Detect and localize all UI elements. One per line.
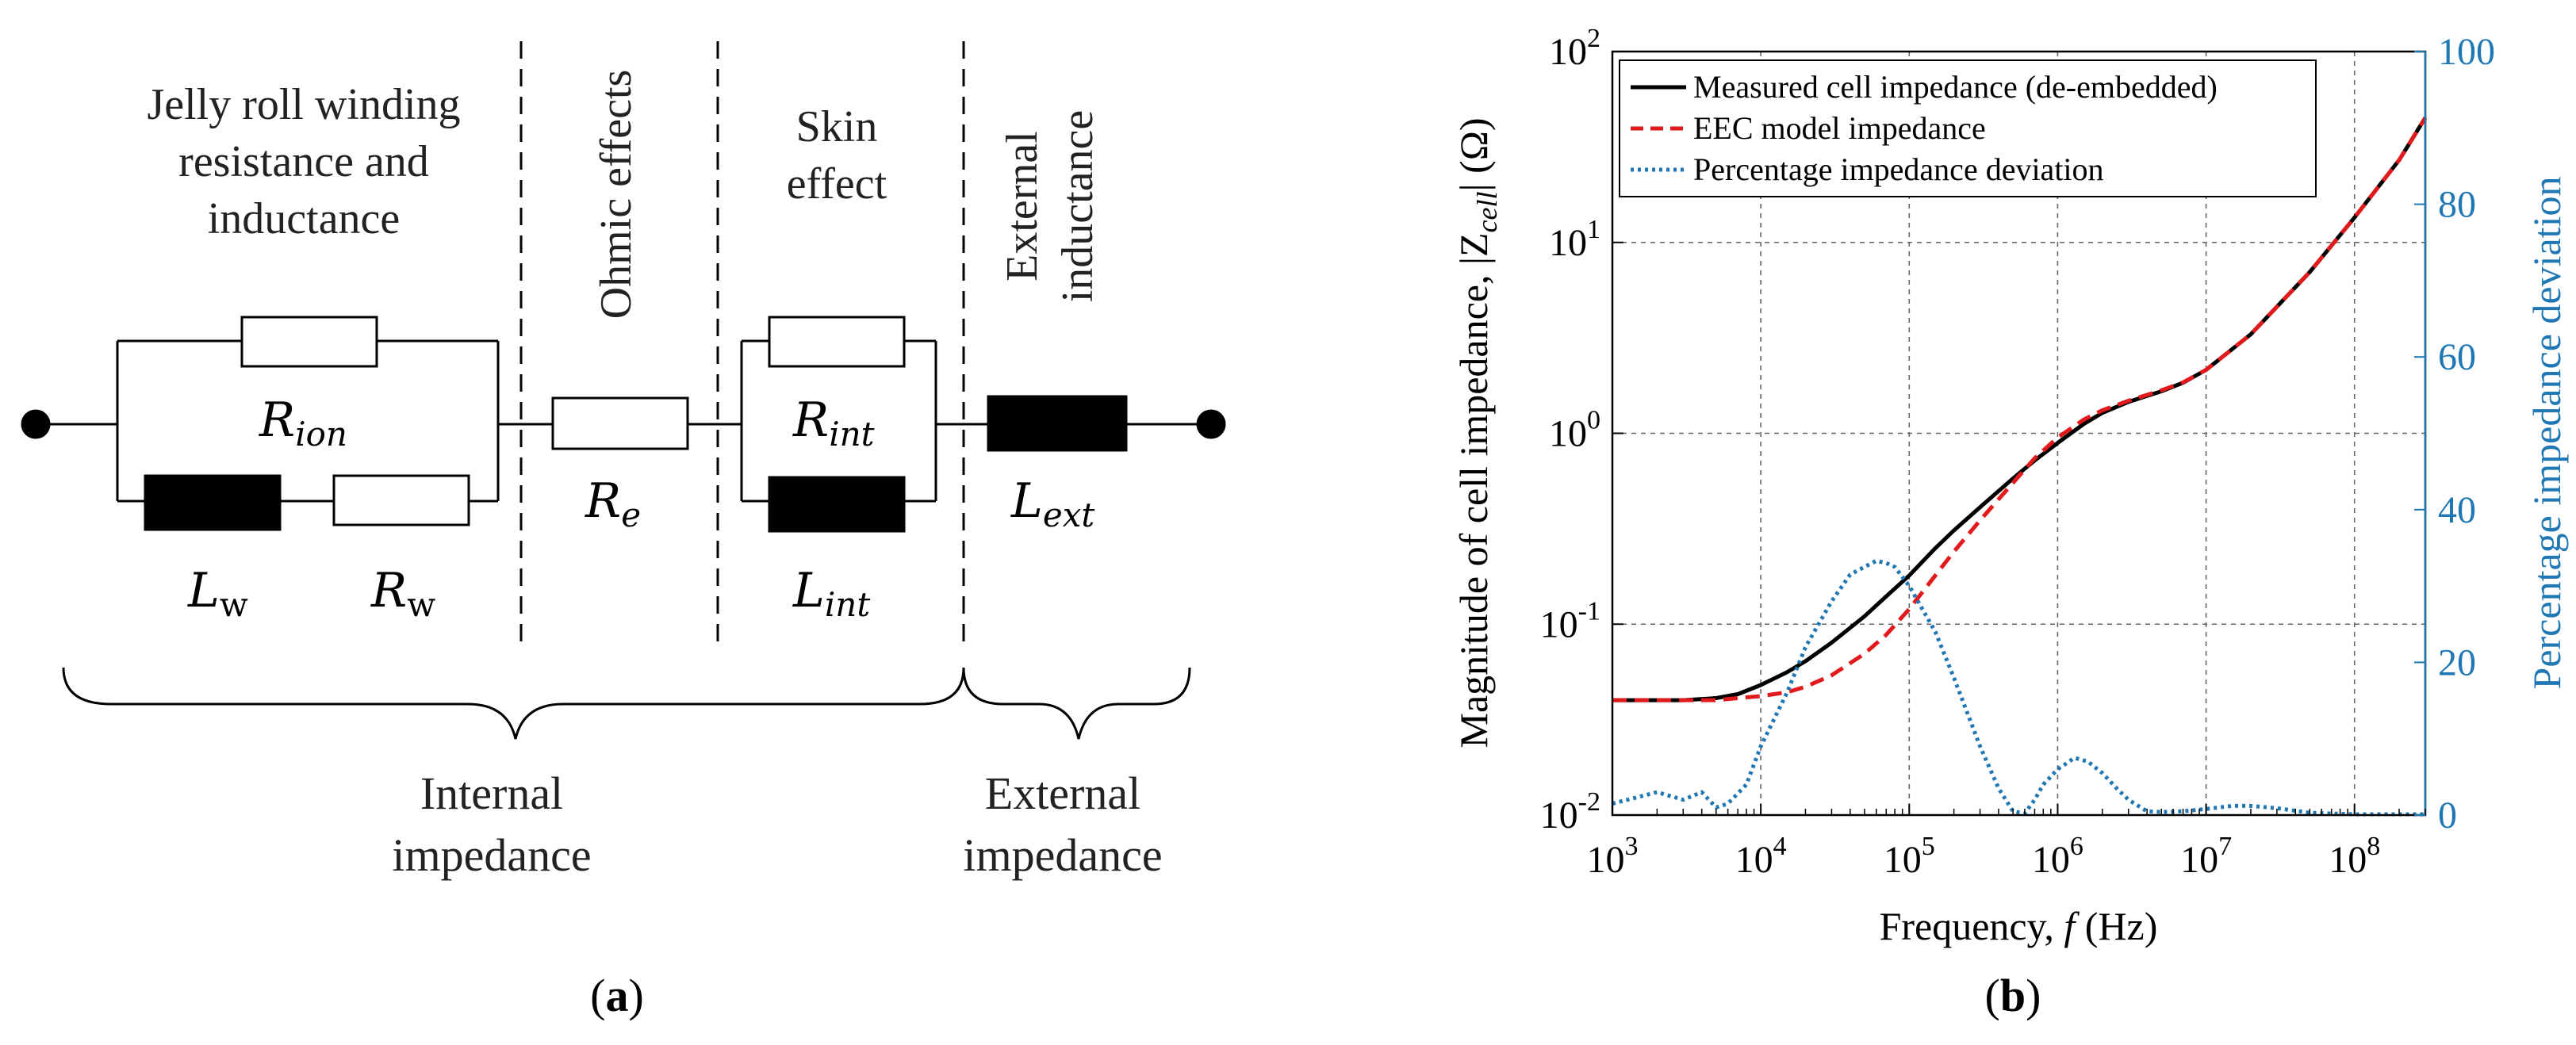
y2-tick-label: 100 — [2438, 31, 2495, 73]
y-tick-label: 100 — [1549, 406, 1600, 455]
legend-label-measured: Measured cell impedance (de-embedded) — [1693, 69, 2218, 105]
brace-labels: Internal impedance External impedance — [392, 767, 1162, 881]
x-tick-label: 103 — [1587, 832, 1639, 881]
r-w-label: Rw — [370, 563, 435, 624]
y2-tick-label: 60 — [2438, 336, 2476, 378]
external-inductance-label-line-2: inductance — [1053, 110, 1102, 303]
left-axis-title: Magnitude of cell impedance, |Zcell| (Ω) — [1451, 118, 1503, 748]
r-e-resistor — [551, 396, 689, 450]
section-labels: Jelly roll winding resistance and induct… — [147, 70, 1102, 320]
circuit-diagram — [21, 41, 1226, 740]
x-axis-title: Frequency, f (Hz) — [1880, 904, 2158, 948]
l-ext-label: Lext — [1010, 473, 1094, 534]
legend-label-model: EEC model impedance — [1693, 110, 1986, 146]
model-impedance-line — [1612, 117, 2428, 702]
component-labels: Rion Lw Rw Re Rint Lint Lext — [187, 392, 1094, 624]
external-impedance-label-line-2: impedance — [963, 829, 1162, 881]
legend-label-deviation: Percentage impedance deviation — [1693, 151, 2104, 187]
r-e-label: Re — [585, 473, 641, 534]
chart-legend: Measured cell impedance (de-embedded) EE… — [1619, 59, 2317, 197]
l-ext-inductor — [987, 395, 1128, 452]
y2-tick-label: 40 — [2438, 489, 2476, 531]
circuit-wires — [36, 339, 1211, 503]
x-tick-label: 106 — [2032, 832, 2083, 881]
panel-b-caption: (b) — [1985, 970, 2041, 1021]
external-impedance-brace — [962, 667, 1191, 740]
series-layer — [1612, 117, 2428, 817]
r-ion-resistor — [240, 316, 378, 368]
y-tick-label: 102 — [1549, 24, 1600, 73]
x-tick-label: 108 — [2329, 832, 2380, 881]
x-tick-label: 107 — [2180, 832, 2232, 881]
r-int-resistor — [768, 316, 906, 368]
r-w-resistor — [332, 474, 470, 526]
skin-effect-label-line-1: Skin — [796, 102, 878, 151]
external-inductance-label-line-1: External — [998, 131, 1047, 281]
jelly-roll-label-line-2: resistance and — [178, 137, 429, 186]
l-int-label: Lint — [792, 563, 870, 624]
jelly-roll-label-line-3: inductance — [208, 194, 401, 243]
ohmic-effects-label: Ohmic effects — [592, 70, 641, 320]
l-w-label: Lw — [187, 563, 248, 624]
internal-impedance-label-line-1: Internal — [420, 767, 563, 819]
internal-impedance-brace — [62, 667, 965, 740]
r-int-label: Rint — [792, 392, 875, 454]
internal-impedance-label-line-2: impedance — [392, 829, 591, 881]
y2-tick-label: 0 — [2438, 794, 2457, 836]
skin-effect-label-line-2: effect — [787, 159, 887, 209]
legend-box — [1619, 59, 2317, 197]
external-impedance-label-line-1: External — [985, 767, 1140, 819]
tick-layer: 103 104 105 106 107 108 10-2 10-1 100 101 102 0 20 40… — [1540, 24, 2495, 881]
impedance-chart: 103 104 105 106 107 108 10-2 10-1 100 101 102 0 20 40… — [1451, 24, 2569, 948]
y-tick-label: 10-1 — [1540, 596, 1600, 645]
x-tick-label: 104 — [1735, 832, 1787, 881]
y-tick-label: 10-2 — [1540, 787, 1600, 836]
r-ion-label: Rion — [259, 392, 347, 454]
jelly-roll-label-line-1: Jelly roll winding — [147, 80, 460, 129]
l-int-inductor — [768, 476, 906, 533]
y2-tick-label: 20 — [2438, 641, 2476, 683]
x-tick-label: 105 — [1884, 832, 1935, 881]
y2-tick-label: 80 — [2438, 184, 2476, 226]
l-w-inductor — [144, 474, 282, 531]
deviation-line — [1612, 558, 2425, 817]
y-tick-label: 101 — [1549, 215, 1600, 264]
right-axis-title: Percentage impedance deviation — [2524, 177, 2569, 690]
panel-a-caption: (a) — [590, 970, 644, 1021]
